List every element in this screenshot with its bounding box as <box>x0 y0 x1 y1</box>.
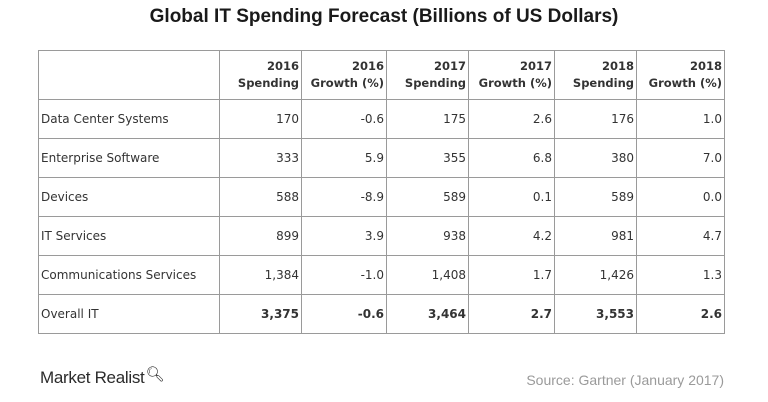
table-cell: 175 <box>386 99 469 139</box>
header-year: 2018 <box>689 59 722 73</box>
header-metric: Spending <box>404 76 466 90</box>
table-row: Data Center Systems 170 -0.6 175 2.6 176… <box>38 99 725 139</box>
table-cell: -0.6 <box>301 294 387 334</box>
header-year: 2018 <box>601 59 634 73</box>
table-cell: 0.1 <box>468 177 555 217</box>
market-realist-logo: Market Realist🔍︎ <box>40 366 165 388</box>
header-metric: Growth (%) <box>310 76 384 90</box>
table-row: Communications Services 1,384 -1.0 1,408… <box>38 255 725 295</box>
header-cell-2017-spending: 2017 Spending <box>386 50 469 100</box>
table-cell: 3,464 <box>386 294 469 334</box>
header-metric: Spending <box>572 76 634 90</box>
header-cell-label <box>38 50 220 100</box>
spending-table: 2016 Spending 2016 Growth (%) 2017 Spending… <box>38 50 725 334</box>
magnifier-icon: 🔍︎ <box>145 366 165 383</box>
table-cell: 4.7 <box>636 216 725 256</box>
header-year: 2016 <box>351 59 384 73</box>
table-cell: 6.8 <box>468 138 555 178</box>
table-cell: 589 <box>386 177 469 217</box>
header-year: 2016 <box>266 59 299 73</box>
table-cell: 1.7 <box>468 255 555 295</box>
brand-text: Market Realist <box>40 368 145 387</box>
table-cell: 3.9 <box>301 216 387 256</box>
table-row-total: Overall IT 3,375 -0.6 3,464 2.7 3,553 2.… <box>38 294 725 334</box>
table-cell: 1,384 <box>219 255 302 295</box>
table-cell: 1.0 <box>636 99 725 139</box>
table-cell: -0.6 <box>301 99 387 139</box>
chart-title: Global IT Spending Forecast (Billions of… <box>149 6 619 27</box>
table-cell: 981 <box>554 216 637 256</box>
source-note: Source: Gartner (January 2017) <box>526 372 724 388</box>
header-cell-2016-growth: 2016 Growth (%) <box>301 50 387 100</box>
row-label: Devices <box>38 177 220 217</box>
table-row: IT Services 899 3.9 938 4.2 981 4.7 <box>38 216 725 256</box>
table-cell: 7.0 <box>636 138 725 178</box>
row-label: Enterprise Software <box>38 138 220 178</box>
table-row: Enterprise Software 333 5.9 355 6.8 380 … <box>38 138 725 178</box>
table-cell: 380 <box>554 138 637 178</box>
table-cell: -1.0 <box>301 255 387 295</box>
table-cell: 355 <box>386 138 469 178</box>
header-cell-2018-spending: 2018 Spending <box>554 50 637 100</box>
header-metric: Growth (%) <box>478 76 552 90</box>
table-cell: 1.3 <box>636 255 725 295</box>
header-cell-2016-spending: 2016 Spending <box>219 50 302 100</box>
table-cell: 3,553 <box>554 294 637 334</box>
table-cell: 938 <box>386 216 469 256</box>
table-cell: 2.6 <box>636 294 725 334</box>
table-cell: 4.2 <box>468 216 555 256</box>
header-year: 2017 <box>519 59 552 73</box>
table-cell: 589 <box>554 177 637 217</box>
row-label: Data Center Systems <box>38 99 220 139</box>
table-cell: 1,426 <box>554 255 637 295</box>
header-metric: Growth (%) <box>648 76 722 90</box>
table-cell: 170 <box>219 99 302 139</box>
header-cell-2018-growth: 2018 Growth (%) <box>636 50 725 100</box>
table-cell: 2.7 <box>468 294 555 334</box>
header-year: 2017 <box>433 59 466 73</box>
header-cell-2017-growth: 2017 Growth (%) <box>468 50 555 100</box>
table-cell: -8.9 <box>301 177 387 217</box>
header-row: 2016 Spending 2016 Growth (%) 2017 Spending… <box>38 50 725 100</box>
table-cell: 2.6 <box>468 99 555 139</box>
table-cell: 899 <box>219 216 302 256</box>
row-label: Overall IT <box>38 294 220 334</box>
row-label: IT Services <box>38 216 220 256</box>
header-metric: Spending <box>237 76 299 90</box>
table-cell: 333 <box>219 138 302 178</box>
row-label: Communications Services <box>38 255 220 295</box>
table-row: Devices 588 -8.9 589 0.1 589 0.0 <box>38 177 725 217</box>
table-cell: 3,375 <box>219 294 302 334</box>
table-cell: 176 <box>554 99 637 139</box>
table-cell: 1,408 <box>386 255 469 295</box>
table-cell: 588 <box>219 177 302 217</box>
table-cell: 5.9 <box>301 138 387 178</box>
table-cell: 0.0 <box>636 177 725 217</box>
